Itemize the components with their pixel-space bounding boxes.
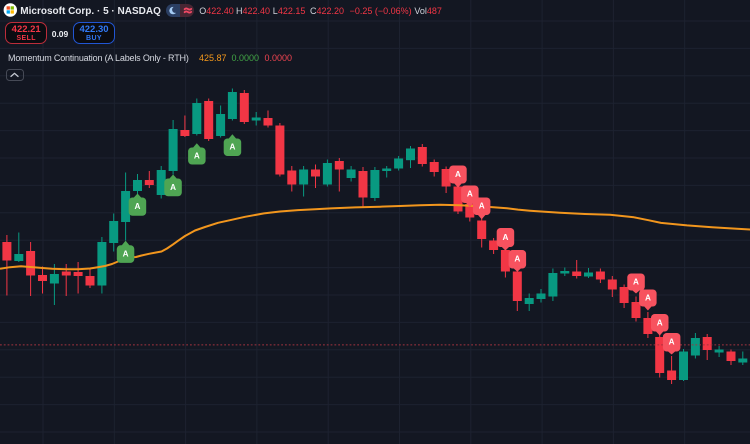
svg-text:A: A: [514, 255, 520, 264]
svg-text:A: A: [135, 202, 141, 211]
svg-text:A: A: [455, 170, 461, 179]
svg-text:A: A: [229, 143, 235, 152]
svg-text:A: A: [467, 190, 473, 199]
svg-text:A: A: [669, 338, 675, 347]
svg-text:A: A: [633, 278, 639, 287]
svg-text:A: A: [479, 202, 485, 211]
svg-text:A: A: [657, 318, 663, 327]
svg-text:A: A: [123, 250, 129, 259]
svg-text:A: A: [194, 152, 200, 161]
svg-text:A: A: [502, 233, 508, 242]
svg-text:A: A: [170, 183, 176, 192]
svg-text:A: A: [645, 294, 651, 303]
